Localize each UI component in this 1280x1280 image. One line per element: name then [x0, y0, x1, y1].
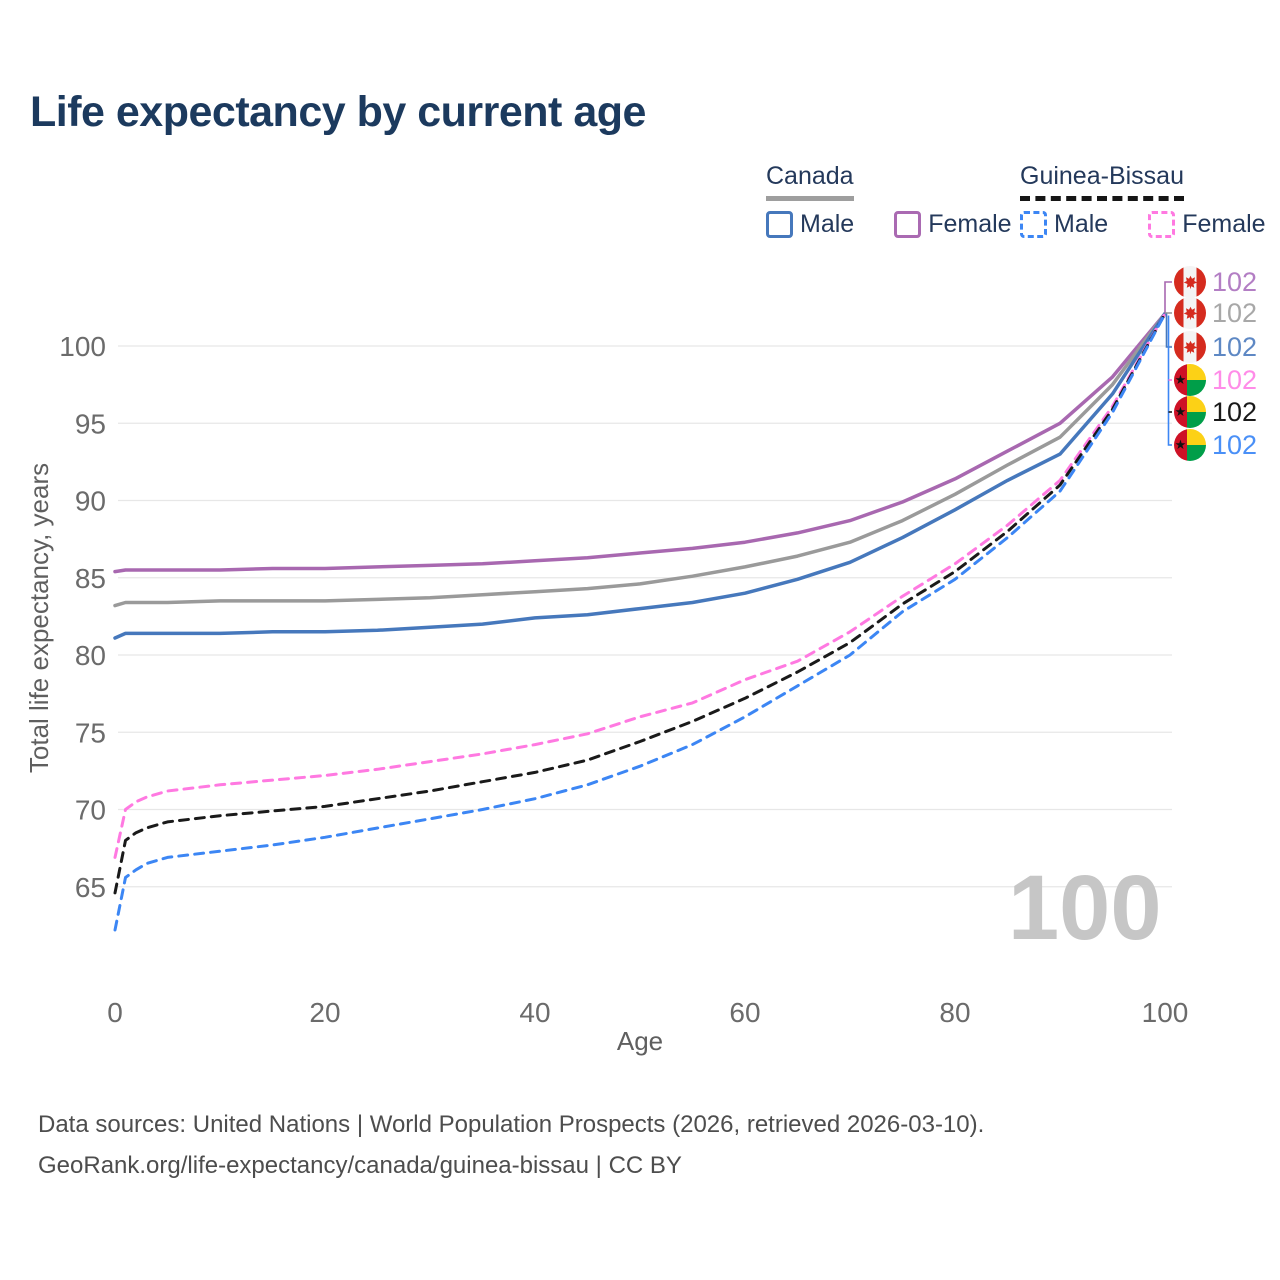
y-tick-label-100: 100 — [59, 331, 106, 362]
x-tick-label-60: 60 — [729, 997, 760, 1028]
canada-male-swatch-icon — [766, 211, 793, 238]
series-line-canada-male[interactable] — [113, 311, 1167, 640]
y-tick-label-65: 65 — [75, 872, 106, 903]
leader-line-0 — [1164, 281, 1172, 314]
end-value-label-4: 102 — [1212, 397, 1258, 427]
page-title: Life expectancy by current age — [30, 88, 646, 136]
black-star-icon: ★ — [1174, 404, 1187, 419]
canada-flag-icon — [1174, 266, 1206, 298]
end-value-label-3: 102 — [1212, 365, 1258, 395]
footer: Data sources: United Nations | World Pop… — [38, 1104, 984, 1186]
canada-female-swatch-icon — [894, 211, 922, 238]
guinea-bissau-flag-icon: ★ — [1174, 396, 1206, 428]
legend-item-canada-male[interactable]: Male — [766, 210, 854, 239]
legend-title-canada[interactable]: Canada — [766, 162, 854, 201]
legend-item-label: Female — [1182, 210, 1266, 238]
leader-line-3 — [1167, 315, 1172, 446]
black-star-icon: ★ — [1174, 437, 1187, 452]
x-axis-title: Age — [617, 1026, 663, 1056]
age-watermark: 100 — [1008, 857, 1162, 959]
legend-item-guinea-bissau-male[interactable]: Male — [1020, 210, 1108, 239]
canada-flag-icon — [1174, 297, 1206, 329]
canada-flag-icon — [1174, 331, 1206, 363]
y-tick-label-70: 70 — [75, 795, 106, 826]
series-line-guinea-bissau-both-sexes-[interactable] — [113, 312, 1167, 895]
x-tick-label-100: 100 — [1142, 997, 1189, 1028]
legend-item-canada-female[interactable]: Female — [894, 210, 1012, 239]
legend-item-guinea-bissau-female[interactable]: Female — [1148, 210, 1266, 239]
guinea-bissau-flag-icon: ★ — [1174, 364, 1206, 396]
footer-data-sources: Data sources: United Nations | World Pop… — [38, 1111, 985, 1138]
maple-leaf-icon — [1183, 275, 1197, 289]
series-line-canada-female[interactable] — [113, 311, 1167, 574]
legend-item-label: Male — [800, 210, 855, 238]
leader-line-2 — [1165, 313, 1172, 348]
y-tick-label-90: 90 — [75, 486, 106, 517]
legend-group-canada: Canada Male Female — [766, 162, 1012, 239]
x-tick-label-80: 80 — [939, 997, 970, 1028]
y-tick-label-75: 75 — [75, 717, 106, 748]
end-value-label-2: 102 — [1212, 332, 1258, 362]
end-value-label-5: 102 — [1212, 430, 1258, 460]
x-tick-label-0: 0 — [107, 997, 123, 1028]
x-tick-label-40: 40 — [519, 997, 550, 1028]
y-tick-label-95: 95 — [75, 408, 106, 439]
series-line-canada-both-sexes-[interactable] — [113, 311, 1167, 608]
guinea-bissau-female-swatch-icon — [1148, 211, 1176, 238]
legend-item-label: Female — [928, 210, 1012, 238]
y-axis-title: Total life expectancy, years — [24, 463, 54, 773]
end-value-label-1: 102 — [1212, 298, 1258, 328]
x-tick-label-20: 20 — [309, 997, 340, 1028]
maple-leaf-icon — [1183, 306, 1197, 320]
y-tick-label-80: 80 — [75, 640, 106, 671]
y-tick-label-85: 85 — [75, 563, 106, 594]
legend-group-guinea-bissau: Guinea-Bissau Male Female — [1020, 162, 1266, 239]
guinea-bissau-flag-icon: ★ — [1174, 429, 1206, 461]
series-line-guinea-bissau-male[interactable] — [113, 312, 1167, 932]
maple-leaf-icon — [1183, 340, 1197, 354]
black-star-icon: ★ — [1174, 372, 1187, 387]
guinea-bissau-male-swatch-icon — [1020, 211, 1047, 238]
end-value-label-0: 102 — [1212, 267, 1258, 297]
series-line-guinea-bissau-female[interactable] — [113, 312, 1167, 859]
footer-attribution: GeoRank.org/life-expectancy/canada/guine… — [38, 1152, 682, 1179]
legend-item-label: Male — [1054, 210, 1109, 238]
legend-title-guinea-bissau[interactable]: Guinea-Bissau — [1020, 162, 1184, 201]
